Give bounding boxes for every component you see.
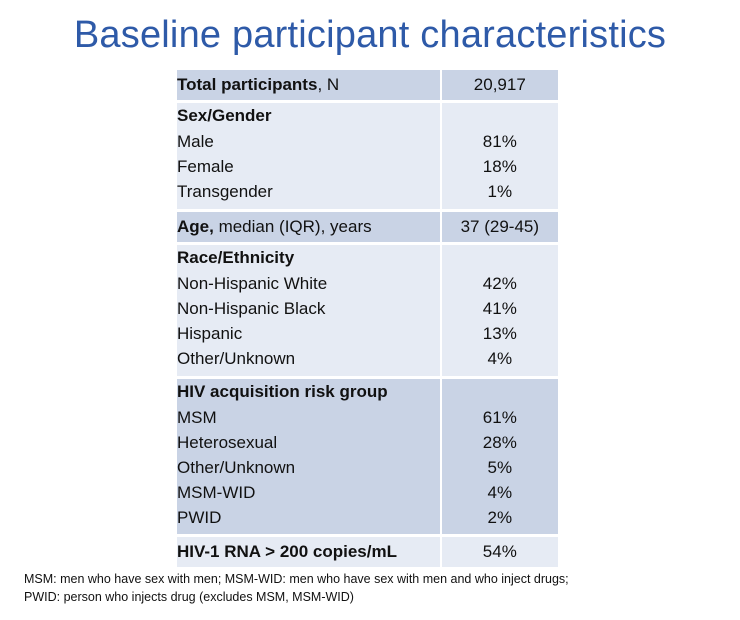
section-header-race: Race/Ethnicity xyxy=(177,242,558,271)
table-row: MSM 61% xyxy=(177,405,558,430)
table-row: Female 18% xyxy=(177,154,558,179)
age-value: 37 (29-45) xyxy=(439,209,558,244)
table-row-rna: HIV-1 RNA > 200 copies/mL 54% xyxy=(177,534,558,567)
table-row: Hispanic 13% xyxy=(177,321,558,346)
table-row: Non-Hispanic Black 41% xyxy=(177,296,558,321)
table-row: Non-Hispanic White 42% xyxy=(177,271,558,296)
footnote: MSM: men who have sex with men; MSM-WID:… xyxy=(24,570,724,606)
table-row: Transgender 1% xyxy=(177,179,558,211)
table-row: Other/Unknown 5% xyxy=(177,455,558,480)
table-row-age: Age, median (IQR), years 37 (29-45) xyxy=(177,209,558,244)
section-header-risk: HIV acquisition risk group xyxy=(177,376,558,405)
page-title: Baseline participant characteristics xyxy=(73,14,667,56)
total-value: 20,917 xyxy=(439,70,558,102)
age-label: Age, median (IQR), years xyxy=(177,209,441,244)
table-row: Male 81% xyxy=(177,129,558,154)
section-header-sex: Sex/Gender xyxy=(177,100,558,129)
characteristics-table: Total participants, N 20,917 Sex/Gender … xyxy=(177,70,558,567)
total-label: Total participants, N xyxy=(177,70,441,102)
table-row: MSM-WID 4% xyxy=(177,480,558,505)
table-row: Other/Unknown 4% xyxy=(177,346,558,378)
rna-label: HIV-1 RNA > 200 copies/mL xyxy=(177,534,441,567)
rna-value: 54% xyxy=(439,534,558,567)
footnote-line-1: MSM: men who have sex with men; MSM-WID:… xyxy=(24,572,569,586)
table-row: Heterosexual 28% xyxy=(177,430,558,455)
table-row: PWID 2% xyxy=(177,505,558,536)
footnote-line-2: PWID: person who injects drug (excludes … xyxy=(24,590,354,604)
table-row-total: Total participants, N 20,917 xyxy=(177,70,558,102)
